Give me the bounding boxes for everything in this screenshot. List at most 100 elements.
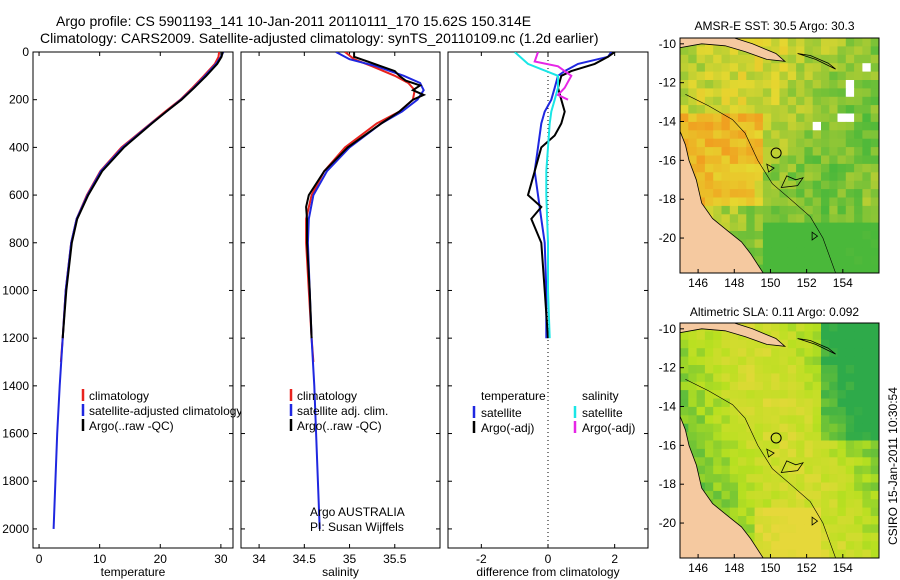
field-cell xyxy=(862,348,872,358)
field-cell xyxy=(771,96,781,106)
field-cell xyxy=(771,231,781,240)
field-cell xyxy=(804,38,814,47)
field-cell xyxy=(796,121,805,131)
field-cell xyxy=(729,474,739,484)
field-cell xyxy=(721,96,731,106)
field-cell xyxy=(804,180,814,190)
field-cell xyxy=(870,490,879,500)
y-tick-label: -12 xyxy=(659,76,677,90)
field-cell xyxy=(696,130,706,140)
field-cell xyxy=(787,465,797,475)
field-cell xyxy=(771,121,781,131)
field-cell xyxy=(845,499,855,509)
header-line-1: Argo profile: CS 5901193_141 10-Jan-2011… xyxy=(56,13,531,29)
field-cell xyxy=(746,348,756,358)
field-cell xyxy=(812,222,822,232)
field-cell xyxy=(870,356,879,366)
field-cell xyxy=(821,390,830,400)
field-cell xyxy=(854,516,863,525)
coastline xyxy=(680,323,764,558)
field-cell xyxy=(870,54,879,64)
field-cell xyxy=(854,155,863,165)
field-cell xyxy=(754,499,764,509)
field-cell xyxy=(854,231,863,240)
legend-label: satellite-adjusted climatology xyxy=(89,404,242,418)
field-cell xyxy=(796,440,805,450)
field-cell xyxy=(738,348,747,358)
field-cell xyxy=(704,423,714,433)
field-cell xyxy=(779,423,789,433)
field-cell xyxy=(870,373,879,383)
field-cell xyxy=(812,465,822,475)
field-cell xyxy=(721,398,731,408)
salinity-series-argo-raw-qc- xyxy=(305,52,427,339)
field-cell xyxy=(738,231,747,240)
field-cell xyxy=(812,147,822,157)
field-cell xyxy=(812,423,822,433)
field-cell xyxy=(796,138,805,148)
field-cell xyxy=(696,440,706,450)
field-cell xyxy=(845,541,855,551)
field-cell xyxy=(762,105,772,115)
field-cell xyxy=(754,88,764,98)
field-cell xyxy=(746,406,756,416)
field-cell xyxy=(812,390,822,400)
field-cell xyxy=(787,516,797,525)
field-cell xyxy=(729,423,739,433)
field-cell xyxy=(680,71,689,81)
field-cell xyxy=(804,80,814,89)
field-cell xyxy=(721,415,731,425)
field-cell xyxy=(721,189,731,199)
field-cell xyxy=(762,381,772,391)
field-cell xyxy=(870,222,879,232)
x-tick-label: 148 xyxy=(724,561,744,575)
legend-label: Argo(..raw -QC) xyxy=(89,419,174,433)
field-cell xyxy=(812,524,822,534)
field-cell xyxy=(779,247,789,257)
field-cell xyxy=(804,163,814,173)
field-cell xyxy=(821,423,830,433)
field-cell xyxy=(854,440,863,450)
field-cell xyxy=(804,448,814,458)
field-cell xyxy=(704,457,714,467)
field-cell xyxy=(821,440,830,450)
field-cell xyxy=(738,105,747,115)
amsre_sst-title: AMSR-E SST: 30.5 Argo: 30.3 xyxy=(694,19,854,33)
field-cell xyxy=(821,331,830,341)
field-cell xyxy=(837,339,847,349)
field-cell xyxy=(862,63,872,73)
field-cell xyxy=(771,516,781,525)
field-cell xyxy=(787,356,797,366)
field-cell xyxy=(829,549,839,558)
field-cell xyxy=(796,180,805,190)
field-cell xyxy=(862,155,872,165)
field-cell xyxy=(779,113,789,123)
field-cell xyxy=(821,231,830,240)
field-cell xyxy=(829,406,839,416)
field-cell xyxy=(837,490,847,500)
field-cell xyxy=(812,88,822,98)
field-cell xyxy=(812,239,822,249)
field-cell xyxy=(862,532,872,542)
field-cell xyxy=(688,121,698,131)
argo-position-marker xyxy=(770,147,782,159)
salinity-panel: 34 34.5 35 35.5 salinity climatologysatellite… xyxy=(240,51,441,579)
field-cell xyxy=(804,373,814,383)
coastline xyxy=(680,38,764,273)
temperature-series-argo-raw-qc- xyxy=(61,52,224,339)
reef-outline xyxy=(797,53,836,70)
legend-header-temperature: temperature xyxy=(481,389,546,403)
field-cell xyxy=(821,415,830,425)
field-cell xyxy=(688,96,698,106)
field-cell xyxy=(746,457,756,467)
field-cell xyxy=(680,356,689,366)
field-cell xyxy=(829,356,839,366)
field-cell xyxy=(845,507,855,517)
x-tick-label: 34 xyxy=(252,552,266,566)
field-cell xyxy=(821,138,830,148)
field-cell xyxy=(845,138,855,148)
field-cell xyxy=(680,390,689,400)
field-cell xyxy=(829,147,839,157)
reef-outline xyxy=(766,163,775,173)
field-cell xyxy=(821,38,830,47)
